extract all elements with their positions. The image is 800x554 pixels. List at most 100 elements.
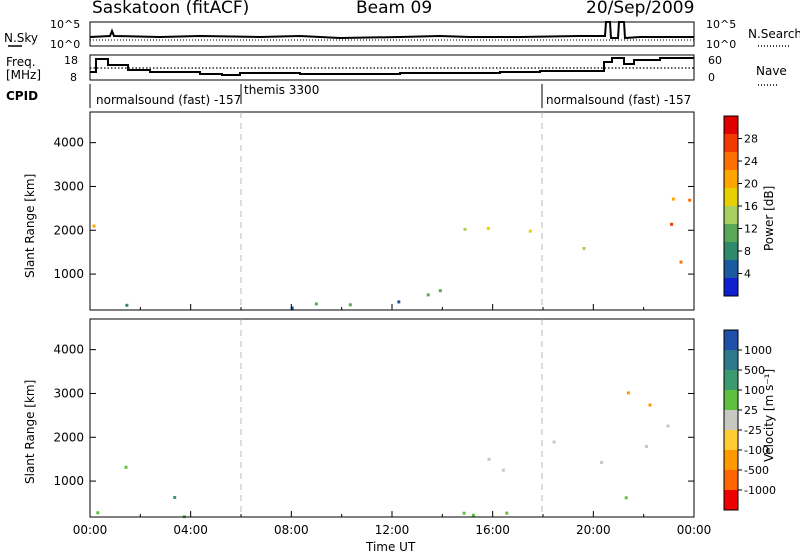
data-cell (505, 511, 509, 515)
y-tick-label: 1000 (53, 267, 84, 281)
x-tick-label: 00:00 (73, 523, 108, 537)
data-cell (671, 197, 675, 201)
cpid-segment-2: themis 3300 (244, 83, 319, 97)
colorbar-tick: -100 (744, 444, 769, 457)
nsky-tick-lo: 10^0 (50, 38, 80, 51)
data-cell (487, 457, 491, 461)
cpid-row: CPID normalsound (fast) -157 themis 3300… (6, 83, 691, 108)
date-title: 20/Sep/2009 (586, 0, 695, 18)
y-tick-label: 3000 (53, 386, 84, 400)
colorbar-swatch (724, 242, 738, 261)
station-title: Saskatoon (fitACF) (92, 0, 250, 18)
colorbar-tick: 8 (744, 245, 751, 258)
cpid-label: CPID (6, 89, 38, 103)
x-tick-label: 12:00 (375, 523, 410, 537)
nsearch-tick-lo: 10^0 (706, 38, 736, 51)
data-cell (679, 260, 683, 264)
nsearch-tick-hi: 10^5 (706, 18, 736, 31)
data-cell (124, 465, 128, 469)
power-scatter (92, 197, 692, 310)
nsky-trace (89, 21, 694, 40)
nsky-tick-hi: 10^5 (50, 18, 80, 31)
colorbar-swatch (724, 470, 738, 491)
cpid-segment-3: normalsound (fast) -157 (546, 93, 691, 107)
colorbar-swatch (724, 370, 738, 391)
nave-tick-hi: 60 (708, 54, 722, 67)
colorbar-tick: 25 (744, 404, 758, 417)
colorbar-swatch (724, 188, 738, 207)
data-cell (648, 403, 652, 407)
velocity-colorbar: 1000 500 100 25 -25 -100 -500 -1000 (723, 329, 776, 511)
colorbar-swatch (724, 116, 738, 135)
colorbar-tick: 4 (744, 268, 751, 281)
data-cell (463, 227, 467, 231)
data-cell (173, 496, 177, 499)
x-axis-label: Time UT (365, 540, 416, 554)
data-cell (314, 302, 318, 306)
colorbar-tick: -25 (744, 424, 762, 437)
data-cell (96, 511, 100, 515)
nave-tick-lo: 0 (708, 71, 715, 84)
freq-tick-hi: 18 (64, 54, 78, 67)
data-cell (528, 229, 532, 233)
data-cell (688, 198, 692, 202)
y-tick-label: 4000 (53, 343, 84, 357)
freq-trace (90, 57, 694, 76)
y-tick-label: 1000 (53, 474, 84, 488)
colorbar-tick: -1000 (744, 484, 776, 497)
velocity-cbar-label: Velocity [m s⁻¹] (762, 369, 776, 462)
colorbar-tick: 24 (744, 155, 758, 168)
data-cell (626, 391, 630, 395)
colorbar-swatch (724, 170, 738, 189)
power-ylabel: Slant Range [km] (23, 174, 37, 278)
nsearch-label: N.Search (748, 27, 800, 41)
colorbar-tick: 12 (744, 223, 758, 236)
y-tick-label: 4000 (53, 136, 84, 150)
x-tick-label: 00:00 (677, 523, 712, 537)
colorbar-swatch (724, 278, 738, 297)
velocity-ylabel: Slant Range [km] (23, 380, 37, 484)
data-cell (426, 293, 430, 297)
data-cell (624, 496, 628, 500)
y-tick-label: 2000 (53, 223, 84, 237)
data-cell (397, 300, 401, 304)
data-cell (438, 289, 442, 293)
data-cell (486, 226, 490, 230)
colorbar-tick: 28 (744, 133, 758, 146)
colorbar-tick: 1000 (744, 344, 772, 357)
data-cell (348, 303, 352, 307)
colorbar-swatch (724, 490, 738, 511)
data-cell (125, 303, 129, 307)
cpid-segment-1: normalsound (fast) -157 (96, 93, 241, 107)
power-panel: 1000 2000 3000 4000 Slant Range [km] (23, 111, 695, 311)
x-tick-label: 20:00 (576, 523, 611, 537)
data-cell (600, 461, 604, 464)
nsky-label: N.Sky (4, 31, 38, 45)
data-cell (582, 247, 586, 250)
x-tick-label: 04:00 (173, 523, 208, 537)
colorbar-swatch (724, 330, 738, 351)
data-cell (501, 468, 505, 472)
colorbar-swatch (724, 390, 738, 411)
colorbar-swatch (724, 206, 738, 225)
x-tick-label: 08:00 (274, 523, 309, 537)
velocity-panel: 1000 2000 3000 4000 Slant Range [km] (23, 318, 695, 519)
colorbar-swatch (724, 410, 738, 431)
nsky-panel: N.Sky 10^5 10^0 10^5 10^0 N.Search (4, 18, 800, 51)
colorbar-swatch (724, 450, 738, 471)
power-cbar-label: Power [dB] (762, 186, 776, 251)
data-cell (645, 444, 648, 448)
data-cell (462, 511, 466, 515)
colorbar-tick: 100 (744, 384, 765, 397)
freq-label-2: [MHz] (6, 68, 41, 82)
velocity-scatter (96, 391, 670, 519)
power-colorbar: 28 24 20 16 12 8 4 (723, 115, 758, 297)
freq-panel: Freq. [MHz] 18 8 60 0 Nave (6, 54, 787, 86)
y-tick-label: 2000 (53, 430, 84, 444)
y-tick-label: 3000 (53, 179, 84, 193)
freq-label-1: Freq. (6, 55, 36, 69)
data-cell (92, 224, 96, 228)
beam-title: Beam 09 (356, 0, 433, 18)
x-tick-label: 16:00 (475, 523, 510, 537)
